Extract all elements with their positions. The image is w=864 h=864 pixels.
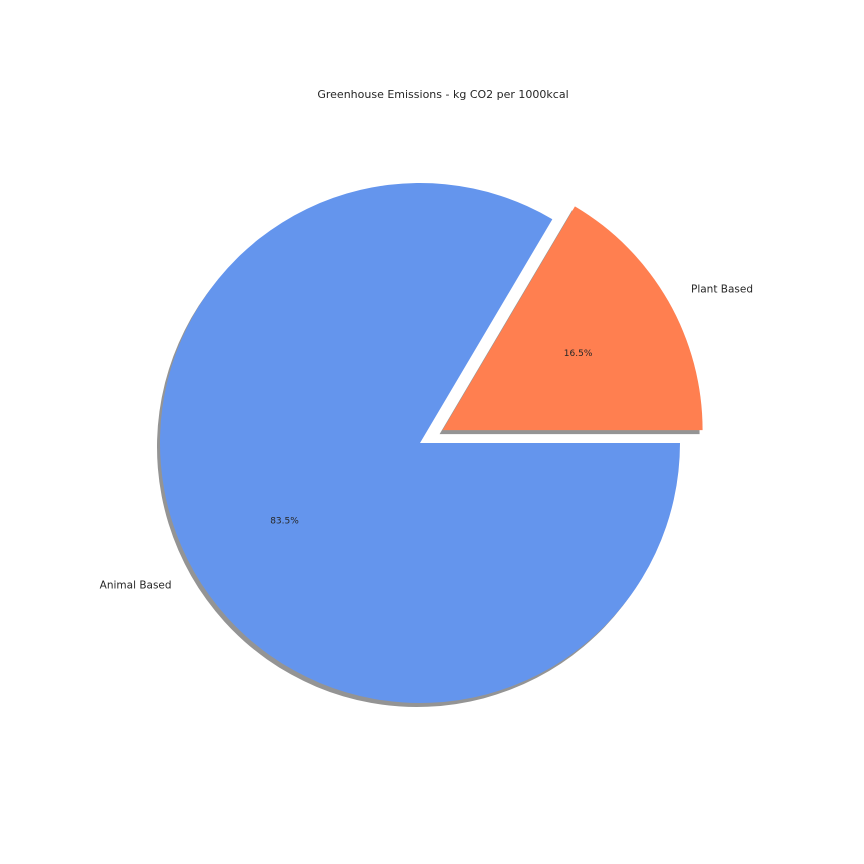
slice-label-animal-based: Animal Based <box>100 580 172 592</box>
label-layer: Plant Based 16.5% Animal Based 83.5% <box>100 283 753 591</box>
slice-label-plant-based: Plant Based <box>691 283 753 295</box>
slice-layer <box>159 182 703 703</box>
slice-pct-plant-based: 16.5% <box>564 349 593 359</box>
pie-slice-plant-based <box>442 206 703 431</box>
slice-pct-animal-based: 83.5% <box>270 516 299 526</box>
chart-title: Greenhouse Emissions - kg CO2 per 1000kc… <box>317 88 568 101</box>
pie-slice-animal-based <box>159 182 680 703</box>
